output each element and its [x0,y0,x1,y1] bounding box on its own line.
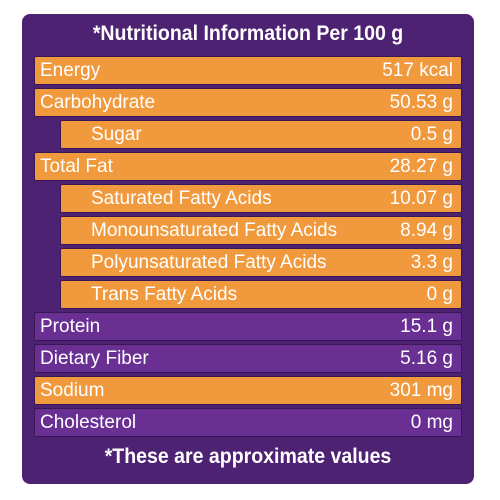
nutrient-row-sugar: Sugar 0.5 g [60,120,462,149]
nutrient-label: Energy [40,59,101,81]
nutrient-row-polyunsaturated-fatty-acids: Polyunsaturated Fatty Acids 3.3 g [60,248,462,277]
nutrient-row-sodium: Sodium 301 mg [34,376,462,405]
nutrient-label: Monounsaturated Fatty Acids [91,219,338,241]
nutrient-value: 517 kcal [382,59,453,81]
nutrient-row-monounsaturated-fatty-acids: Monounsaturated Fatty Acids 8.94 g [60,216,462,245]
nutrient-row-protein: Protein 15.1 g [34,312,462,341]
nutrient-value: 301 mg [389,379,453,401]
nutrient-row-total-fat: Total Fat 28.27 g [34,152,462,181]
nutrition-title: *Nutritional Information Per 100 g [92,22,404,45]
nutrient-value: 5.16 g [400,347,453,369]
nutrient-row-trans-fatty-acids: Trans Fatty Acids 0 g [60,280,462,309]
nutrient-row-carbohydrate: Carbohydrate 50.53 g [34,88,462,117]
nutrient-value: 3.3 g [410,251,453,273]
nutrient-row-energy: Energy 517 kcal [34,56,462,85]
nutrient-value: 0 g [426,283,453,305]
nutrient-value: 50.53 g [389,91,453,113]
nutrient-row-saturated-fatty-acids: Saturated Fatty Acids 10.07 g [60,184,462,213]
nutrient-value: 0.5 g [410,123,453,145]
nutrient-value: 15.1 g [400,315,453,337]
nutrient-label: Saturated Fatty Acids [91,187,272,209]
nutrient-label: Trans Fatty Acids [91,283,238,305]
nutrient-label: Dietary Fiber [40,347,149,369]
nutrient-label: Cholesterol [40,411,137,433]
nutrient-label: Total Fat [40,155,113,177]
nutrient-value: 28.27 g [389,155,453,177]
nutrient-value: 10.07 g [389,187,453,209]
nutrient-label: Protein [40,315,101,337]
nutrient-label: Sugar [91,123,142,145]
nutrient-value: 8.94 g [400,219,453,241]
nutrition-panel: *Nutritional Information Per 100 g Energ… [22,14,474,484]
approximate-values-footnote: *These are approximate values [104,445,392,468]
nutrient-value: 0 mg [410,411,453,433]
nutrient-label: Carbohydrate [40,91,156,113]
nutrient-row-dietary-fiber: Dietary Fiber 5.16 g [34,344,462,373]
nutrient-row-cholesterol: Cholesterol 0 mg [34,408,462,437]
nutrient-label: Polyunsaturated Fatty Acids [91,251,327,273]
nutrient-label: Sodium [40,379,105,401]
